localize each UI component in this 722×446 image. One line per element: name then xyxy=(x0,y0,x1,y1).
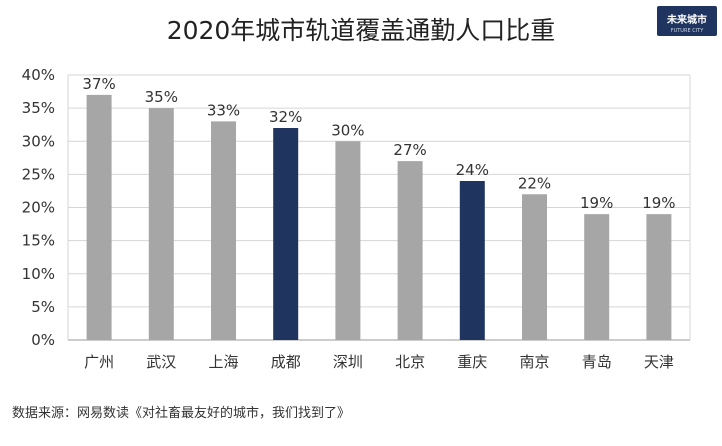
category-label: 天津 xyxy=(644,353,674,371)
data-label: 32% xyxy=(269,108,302,126)
bar-6 xyxy=(397,161,423,340)
logo-subtext: FUTURE CITY xyxy=(671,28,704,34)
x-axis-category-labels: 广州 武汉 上海 成都 深圳 北京 重庆 南京 青岛 天津 xyxy=(84,353,674,371)
logo-badge xyxy=(657,6,717,36)
data-label: 24% xyxy=(456,161,489,179)
bar-3 xyxy=(211,121,236,340)
y-tick-label: 15% xyxy=(22,232,55,250)
category-label: 深圳 xyxy=(333,353,363,371)
category-label: 广州 xyxy=(84,353,114,371)
category-label: 青岛 xyxy=(582,353,612,371)
category-label: 重庆 xyxy=(457,353,487,371)
source-note: 数据来源：网易数读《对社畜最友好的城市，我们找到了》 xyxy=(12,405,350,421)
data-label: 35% xyxy=(145,88,178,106)
category-label: 南京 xyxy=(519,353,549,371)
bars xyxy=(86,94,672,340)
y-tick-label: 20% xyxy=(22,199,55,217)
bar-9 xyxy=(584,214,610,340)
data-labels: 37% 35% 33% 32% 30% 27% 24% 22% 19% 19% xyxy=(82,75,675,212)
bar-2 xyxy=(148,108,174,340)
y-axis-tick-labels: 0% 5% 10% 15% 20% 25% 30% 35% 40% xyxy=(22,66,55,349)
y-tick-label: 25% xyxy=(22,165,55,183)
logo-text: 未来城市 xyxy=(666,13,707,26)
category-label: 北京 xyxy=(395,353,425,371)
bar-7 xyxy=(459,181,485,340)
category-label: 上海 xyxy=(208,353,238,371)
data-label: 22% xyxy=(518,174,551,192)
data-label: 19% xyxy=(642,194,675,212)
y-tick-label: 10% xyxy=(22,265,55,283)
category-label: 成都 xyxy=(271,353,301,371)
bar-10 xyxy=(646,214,672,340)
data-label: 19% xyxy=(580,194,613,212)
data-label: 27% xyxy=(393,141,426,159)
y-tick-label: 30% xyxy=(22,132,55,150)
bar-1 xyxy=(86,94,112,340)
data-label: 30% xyxy=(331,121,364,139)
y-tick-label: 40% xyxy=(22,66,55,84)
bar-5 xyxy=(335,141,361,340)
bar-8 xyxy=(522,194,547,340)
data-label: 33% xyxy=(207,101,240,119)
logo: 未来城市 FUTURE CITY xyxy=(657,6,717,36)
y-tick-label: 35% xyxy=(22,99,55,117)
y-tick-label: 5% xyxy=(31,298,55,316)
category-label: 武汉 xyxy=(146,353,176,371)
y-tick-label: 0% xyxy=(31,331,55,349)
data-label: 37% xyxy=(82,75,115,93)
chart-title: 2020年城市轨道覆盖通勤人口比重 xyxy=(167,16,556,45)
bar-4 xyxy=(273,128,299,340)
